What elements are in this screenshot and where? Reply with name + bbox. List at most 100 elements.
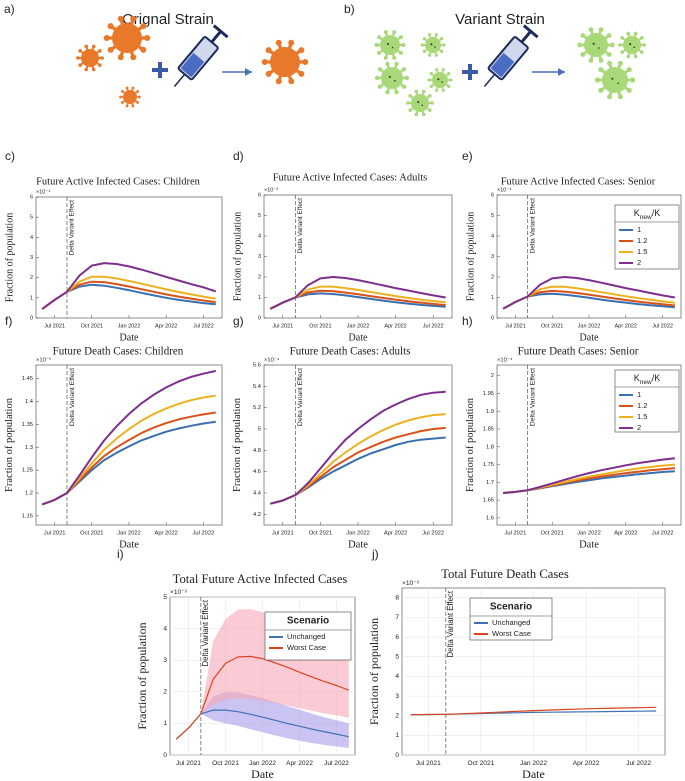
y-tick-label: 6 <box>30 194 33 200</box>
y-tick-label: 1.6 <box>486 515 494 521</box>
virus-knob <box>377 50 382 55</box>
virus-knob <box>617 94 624 100</box>
legend-label: 1.2 <box>637 236 647 245</box>
virus-knob <box>598 58 604 63</box>
virus-knob <box>618 43 622 47</box>
x-tick-label: Apr 2022 <box>155 323 177 329</box>
x-tick-label: Jul 2022 <box>652 531 674 537</box>
virus-icon <box>103 15 151 61</box>
virus-knob <box>374 75 380 81</box>
y-tick-label: 1.95 <box>483 391 494 397</box>
data-line <box>175 655 350 740</box>
y-axis-label: Fraction of population <box>367 618 381 725</box>
virus-knob <box>440 37 444 41</box>
virus-knob <box>626 31 631 36</box>
x-tick-label: Apr 2022 <box>384 531 407 537</box>
virus-knob <box>130 15 137 22</box>
virus-knob <box>275 39 282 46</box>
data-line <box>41 369 217 506</box>
virus-icon <box>119 86 141 108</box>
panel-label: a) <box>4 2 15 16</box>
annotation-text: Delta Variant Effect <box>529 198 536 254</box>
virus-knob <box>298 70 305 77</box>
y-tick-label: 6 <box>491 192 494 198</box>
annotation-text: Delta Variant Effect <box>69 368 76 426</box>
legend-title-part: new <box>640 379 652 386</box>
virus-dot <box>441 81 443 83</box>
y-tick-label: 0 <box>30 315 33 321</box>
x-axis-label: Date <box>120 332 139 343</box>
y-tick-label: 1 <box>491 295 494 301</box>
virus-dot <box>598 47 600 49</box>
virus-knob <box>117 15 124 22</box>
x-tick-label: Apr 2022 <box>154 531 177 537</box>
y-tick-label: 1.75 <box>483 462 494 468</box>
y-tick-label: 1.3 <box>25 445 33 451</box>
virus-knob <box>377 67 383 72</box>
virus-knob <box>288 78 295 85</box>
annotation-text: Delta Variant Effect <box>201 599 210 666</box>
virus-knob <box>144 35 151 41</box>
y-tick-label: 3 <box>163 657 167 664</box>
x-tick-label: Jul 2021 <box>504 531 526 537</box>
legend-title: Scenario <box>287 616 329 627</box>
x-tick-label: Jul 2021 <box>272 531 294 537</box>
x-tick-label: Apr 2022 <box>573 760 600 767</box>
data-line <box>270 390 446 505</box>
virus-knob <box>275 78 282 85</box>
virus-knob <box>421 89 426 94</box>
x-axis-label: Date <box>251 767 274 781</box>
legend-label: 1.5 <box>637 412 647 421</box>
legend-label: 1.2 <box>637 401 647 410</box>
panel-label: j) <box>371 547 379 561</box>
virus-knob <box>441 88 445 92</box>
virus-knob <box>606 52 612 57</box>
data-line <box>175 709 349 740</box>
annotation-text: Delta Variant Effect <box>446 590 455 657</box>
x-tick-label: Oct 2021 <box>212 760 239 767</box>
y-exponent: ×10⁻⁴ <box>497 186 512 193</box>
virus-knob <box>430 101 434 105</box>
virus-knob <box>640 50 644 54</box>
virus-knob <box>428 94 432 98</box>
y-tick-label: 4 <box>258 233 261 239</box>
y-tick-label: 5 <box>30 215 33 221</box>
virus-knob <box>577 42 583 48</box>
y-tick-label: 1.15 <box>22 513 33 519</box>
x-tick-label: Oct 2021 <box>309 531 332 537</box>
chart-title: Future Active Infected Cases: Adults <box>273 172 428 183</box>
virus-knob <box>265 70 272 77</box>
x-tick-label: Jul 2021 <box>416 760 441 767</box>
y-tick-label: 1 <box>163 720 167 727</box>
data-line <box>503 457 676 494</box>
virus-body <box>112 23 142 53</box>
virus-knob <box>385 61 390 67</box>
chart-title: Total Future Death Cases <box>441 567 569 581</box>
panel-label: e) <box>462 149 473 163</box>
y-tick-label: 5 <box>258 427 261 433</box>
y-tick-label: 2 <box>491 274 494 280</box>
x-tick-label: Jan 2022 <box>347 323 370 329</box>
virus-knob <box>609 42 615 48</box>
virus-knob <box>606 60 613 66</box>
virus-knob <box>398 50 403 55</box>
y-tick-label: 2 <box>258 274 261 280</box>
virus-dot <box>437 78 440 81</box>
annotation-text: Delta Variant Effect <box>69 200 76 256</box>
panel-label: i) <box>117 547 124 561</box>
y-tick-label: 1.45 <box>22 376 33 382</box>
y-tick-label: 1.25 <box>22 468 33 474</box>
legend-label: Unchanged <box>492 618 530 627</box>
y-tick-label: 2 <box>491 373 494 379</box>
syringe-liquid <box>490 52 515 78</box>
chart-title: Future Active Infected Cases: Senior <box>501 176 656 187</box>
y-tick-label: 1.7 <box>486 480 494 486</box>
virus-knob <box>383 55 388 60</box>
virus-knob <box>131 86 135 90</box>
virus-icon <box>406 89 434 117</box>
y-tick-label: 1.65 <box>483 498 494 504</box>
y-axis-label: Fraction of population <box>135 622 149 729</box>
virus-knob <box>633 54 638 59</box>
virus-knob <box>125 104 129 108</box>
virus-body <box>380 35 400 55</box>
